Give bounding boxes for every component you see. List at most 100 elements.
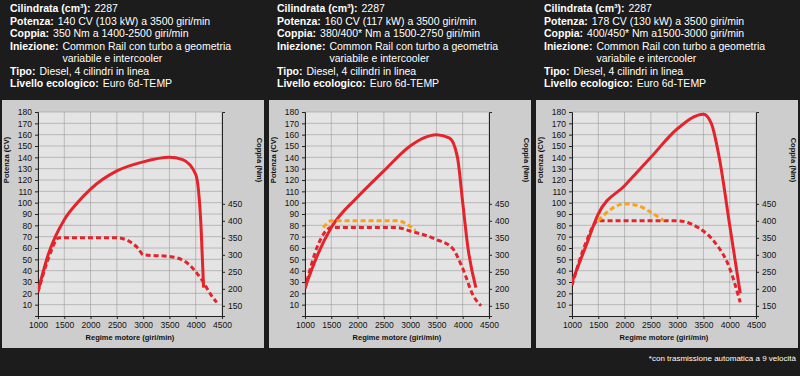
axis-line [573,317,757,320]
tick-mark [35,259,38,260]
grid-line-y [38,146,222,147]
x-axis: 10001500200025003000350040004500 [29,316,232,330]
torque-line [572,221,740,303]
tick-mark [489,272,492,273]
tick-mark [222,238,225,239]
tick-mark [572,316,573,319]
grid-line-y [38,293,222,294]
tick-label: 2500 [108,320,127,330]
tick: 450 [756,199,776,209]
tick-mark [569,203,572,204]
tick-mark [569,123,572,124]
grid-line-y [572,134,756,135]
x-axis-title: Regime motore (giri/min) [86,333,175,342]
tick-label: 40 [290,266,300,276]
tick-mark [756,316,757,319]
spec-label: Coppia: [544,27,583,39]
x-axis: 10001500200025003000350040004500 [296,316,499,330]
tick-mark [35,135,38,136]
spec-line: Potenza:140 CV (103 kW) a 3500 giri/min [10,15,210,27]
tick: 100 [18,198,38,208]
grid [38,112,222,316]
tick: 3500 [694,316,713,330]
grid-line-y [305,146,489,147]
spec-line: Livello ecologico:Euro 6d-TEMP [544,77,706,89]
tick-label: 3500 [427,320,446,330]
tick-mark [91,316,92,319]
tick-label: 130 [552,164,566,174]
tick-mark [302,259,305,260]
tick-mark [35,214,38,215]
tick-label: 1000 [296,320,315,330]
tick: 250 [489,267,509,277]
x-axis-title: Regime motore (giri/min) [353,333,442,342]
tick: 110 [552,187,572,197]
tick: 150 [222,301,242,311]
tick-label: 3000 [668,320,687,330]
tick-label: 160 [285,130,299,140]
tick-mark [302,157,305,158]
grid-line-y [38,259,222,260]
spec-line: Potenza:160 CV (117 kW) a 3500 giri/min [277,15,476,27]
grid-line-y [305,248,489,249]
tick-mark [489,221,492,222]
tick-label: 70 [557,232,567,242]
series-group [572,114,740,302]
grid-line-y [38,248,222,249]
y2-axis-title: Coppia (Nm) [255,138,264,183]
spec-label: Coppia: [277,27,316,39]
grid-line-x [143,112,144,316]
power-line [38,157,204,291]
tick-mark [569,146,572,147]
tick-mark [35,169,38,170]
grid-line-y [305,293,489,294]
tick: 140 [552,153,572,163]
tick: 130 [18,164,38,174]
tick: 120 [18,175,38,185]
tick-label: 60 [557,243,567,253]
spec-value: 400/450* Nm a1500-3000 giri/min [587,27,744,39]
tick-label: 90 [23,209,33,219]
plot-area [38,112,222,316]
tick-mark [569,293,572,294]
tick-label: 180 [18,107,32,117]
tick-label: 140 [285,153,299,163]
tick: 3500 [427,316,446,330]
tick: 2000 [82,316,101,330]
y2-axis: 150200250300350400450 [756,113,776,317]
tick-mark [302,203,305,204]
tick-mark [35,203,38,204]
spec-line: Livello ecologico:Euro 6d-TEMP [277,77,439,89]
tick: 4500 [747,316,766,330]
grid [305,112,489,316]
tick-mark [35,293,38,294]
spec-line: Iniezione:Common Rail con turbo a geomet… [277,40,498,52]
tick: 150 [552,141,572,151]
grid-line-y [572,282,756,283]
tick: 180 [552,107,572,117]
tick: 30 [23,277,38,287]
tick: 20 [23,289,38,299]
tick-mark [169,316,170,319]
grid-line-y [572,270,756,271]
grid-line-y [305,214,489,215]
grid-line-y [38,282,222,283]
tick: 1000 [563,316,582,330]
tick: 90 [290,209,305,219]
grid-line-y [572,293,756,294]
spec-value: 178 CV (130 kW) a 3500 giri/min [592,15,744,27]
spec-value: variabile e intercooler [62,52,162,64]
grid-line-y [38,112,222,113]
tick-label: 150 [762,301,776,311]
tick: 1500 [589,316,608,330]
tick-label: 350 [228,233,242,243]
tick-label: 170 [552,119,566,129]
tick-mark [569,225,572,226]
grid-line-y [305,304,489,305]
tick-mark [35,123,38,124]
tick-label: 80 [23,221,33,231]
tick-label: 2000 [616,320,635,330]
tick: 450 [222,199,242,209]
tick: 60 [557,243,572,253]
spec-label: Cilindrata (cm³): [544,2,625,14]
